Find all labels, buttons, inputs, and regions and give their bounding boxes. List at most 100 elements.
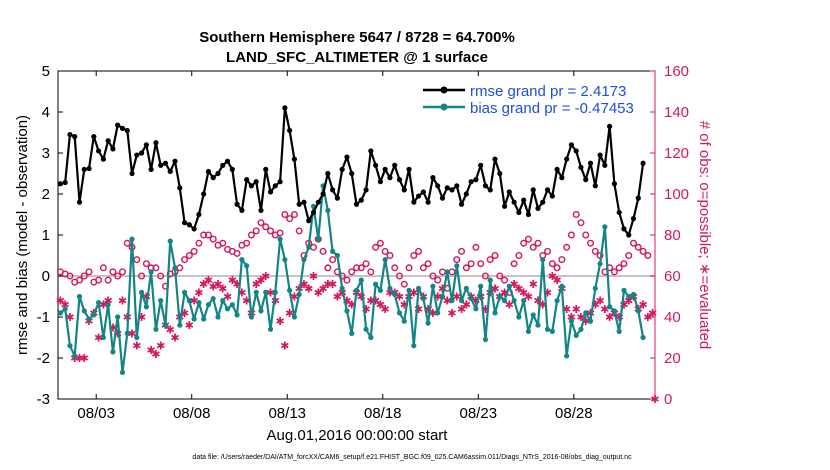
right-tick-label: 60 — [664, 268, 681, 285]
bias-point — [525, 328, 532, 334]
evaluated-obs-point: ✱ — [266, 287, 275, 299]
possible-obs-point — [410, 251, 418, 259]
bias-point — [81, 308, 87, 314]
evaluated-obs-point: ✱ — [56, 296, 65, 308]
bias-point — [158, 298, 164, 304]
evaluated-obs-point: ✱ — [275, 316, 284, 328]
evaluated-obs-point: ✱ — [414, 304, 423, 316]
rmse-point — [363, 187, 369, 193]
evaluated-obs-point: ✱ — [433, 292, 442, 304]
evaluated-obs-point: ✱ — [213, 279, 222, 291]
left-tick-label: 5 — [42, 63, 50, 80]
obs-origin-marker: ✱ — [650, 394, 659, 406]
rmse-point — [115, 122, 121, 128]
left-tick-label: 3 — [42, 145, 50, 162]
possible-obs-point — [104, 276, 112, 284]
bias-point — [253, 289, 259, 295]
rmse-point — [196, 211, 202, 218]
possible-obs-point — [367, 268, 375, 276]
possible-obs-point — [381, 247, 389, 255]
bias-point — [201, 316, 207, 322]
bias-point — [506, 283, 512, 289]
rmse-point — [516, 209, 522, 216]
bias-point — [482, 336, 489, 343]
bias-point — [621, 287, 627, 293]
possible-obs-point — [477, 260, 485, 268]
rmse-point — [487, 187, 493, 193]
bias-point — [492, 310, 498, 316]
legend: rmse grand pr = 2.4173 bias grand pr = -… — [423, 83, 634, 117]
rmse-point — [62, 179, 68, 186]
rmse-point — [401, 187, 407, 193]
evaluated-obs-point: ✱ — [376, 300, 385, 312]
bias-point — [535, 322, 541, 328]
rmse-point — [607, 123, 613, 129]
possible-obs-point — [252, 227, 260, 235]
possible-obs-point — [529, 243, 537, 251]
possible-obs-point — [472, 243, 480, 251]
evaluated-obs-point: ✱ — [290, 292, 299, 304]
right-tick-label: 140 — [664, 104, 689, 121]
rmse-point — [463, 191, 469, 197]
bias-point — [540, 257, 546, 263]
bias-point — [592, 285, 598, 291]
evaluated-obs-point: ✱ — [624, 296, 633, 308]
chart-subtitle: LAND_SFC_ALTIMETER @ 1 surface — [226, 49, 488, 66]
bias-point — [224, 306, 231, 312]
bias-point — [277, 236, 283, 242]
bias-point — [411, 343, 417, 349]
evaluated-obs-point: ✱ — [519, 287, 528, 299]
evaluated-obs-point: ✱ — [462, 300, 471, 312]
bias-point — [487, 277, 493, 283]
bias-point — [172, 265, 178, 271]
possible-obs-point — [610, 268, 618, 276]
bias-point — [76, 293, 83, 300]
evaluated-obs-point: ✱ — [548, 271, 557, 283]
possible-obs-point — [591, 247, 599, 255]
x-tick-label: 08/03 — [77, 405, 115, 422]
left-tick-label: 1 — [42, 227, 50, 244]
evaluated-obs-point: ✱ — [137, 312, 146, 324]
bias-point — [129, 236, 135, 242]
possible-obs-point — [200, 231, 208, 239]
rmse-point — [497, 170, 503, 177]
bias-point — [258, 308, 264, 314]
evaluated-obs-point: ✱ — [223, 292, 232, 304]
rmse-point — [602, 162, 608, 168]
possible-obs-point — [257, 219, 265, 227]
rmse-point — [396, 177, 403, 183]
rmse-point — [344, 154, 350, 160]
possible-obs-point — [362, 260, 370, 268]
evaluated-obs-point: ✱ — [576, 312, 585, 324]
left-tick-label: 2 — [42, 186, 50, 203]
possible-obs-point — [118, 268, 126, 276]
possible-obs-point — [157, 272, 165, 280]
bias-point — [282, 257, 288, 263]
possible-obs-point — [319, 247, 327, 255]
rmse-point — [86, 165, 92, 172]
bias-point — [454, 263, 460, 269]
bias-point — [554, 298, 560, 304]
bias-point — [449, 298, 455, 304]
evaluated-obs-point: ✱ — [199, 279, 208, 291]
series-bias — [57, 183, 646, 375]
bias-point — [210, 295, 216, 302]
possible-obs-point — [195, 239, 203, 247]
rmse-point — [282, 105, 288, 111]
possible-obs-point — [481, 272, 489, 280]
bias-point — [272, 289, 278, 295]
evaluated-obs-point: ✱ — [409, 287, 418, 299]
rmse-point — [592, 183, 598, 189]
bias-point — [392, 291, 398, 298]
x-tick-label: 08/13 — [268, 405, 306, 422]
possible-obs-point — [243, 239, 251, 247]
evaluated-obs-point: ✱ — [194, 287, 203, 299]
possible-obs-point — [434, 276, 442, 284]
evaluated-obs-point: ✱ — [228, 275, 237, 287]
rmse-point — [229, 166, 235, 172]
rmse-point — [258, 207, 264, 213]
right-axis: 0 20 40 60 80 100 120 140 160 ✱ — [650, 63, 689, 408]
evaluated-obs-point: ✱ — [94, 333, 103, 345]
rmse-point — [205, 168, 212, 175]
possible-obs-point — [85, 268, 93, 276]
